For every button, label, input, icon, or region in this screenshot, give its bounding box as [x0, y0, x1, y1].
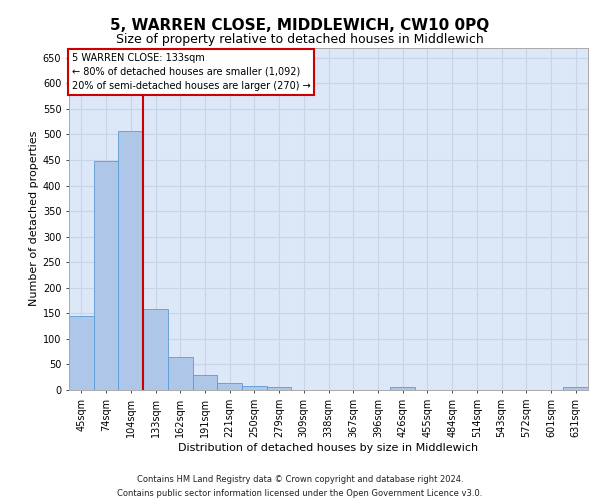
Y-axis label: Number of detached properties: Number of detached properties	[29, 131, 38, 306]
Bar	[118, 132, 143, 390]
Text: Size of property relative to detached houses in Middlewich: Size of property relative to detached ho…	[116, 32, 484, 46]
Bar	[94, 161, 118, 390]
X-axis label: Distribution of detached houses by size in Middlewich: Distribution of detached houses by size …	[178, 442, 479, 452]
Bar	[242, 386, 267, 390]
Bar	[390, 388, 415, 390]
Text: Contains HM Land Registry data © Crown copyright and database right 2024.
Contai: Contains HM Land Registry data © Crown c…	[118, 476, 482, 498]
Bar	[217, 384, 242, 390]
Bar	[69, 316, 94, 390]
Bar	[143, 309, 168, 390]
Bar	[168, 357, 193, 390]
Text: 5, WARREN CLOSE, MIDDLEWICH, CW10 0PQ: 5, WARREN CLOSE, MIDDLEWICH, CW10 0PQ	[110, 18, 490, 32]
Bar	[193, 374, 217, 390]
Bar	[267, 388, 292, 390]
Text: 5 WARREN CLOSE: 133sqm
← 80% of detached houses are smaller (1,092)
20% of semi-: 5 WARREN CLOSE: 133sqm ← 80% of detached…	[71, 52, 310, 90]
Bar	[563, 388, 588, 390]
